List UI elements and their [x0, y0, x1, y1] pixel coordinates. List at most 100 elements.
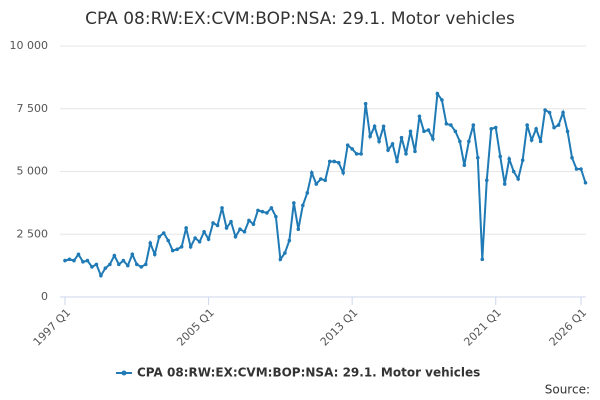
- data-point: [520, 158, 525, 163]
- x-tick-label: 2013 Q1: [318, 306, 361, 349]
- legend-label: CPA 08:RW:EX:CVM:BOP:NSA: 29.1. Motor ve…: [137, 366, 480, 380]
- data-point: [283, 251, 287, 255]
- data-point: [529, 138, 534, 142]
- data-point: [206, 237, 211, 242]
- data-point: [359, 152, 363, 156]
- x-tick-label: 2026 Q1: [547, 306, 590, 349]
- data-point: [363, 101, 368, 106]
- data-point: [413, 149, 417, 154]
- data-point: [121, 258, 126, 263]
- data-point: [354, 152, 359, 156]
- data-point: [345, 143, 350, 147]
- data-point: [327, 159, 332, 164]
- data-point: [148, 241, 153, 245]
- legend-marker: [121, 370, 127, 376]
- data-point: [260, 209, 265, 214]
- data-point: [574, 167, 579, 171]
- data-point: [292, 201, 296, 205]
- data-point: [157, 234, 162, 239]
- x-tick-label: 1997 Q1: [31, 306, 74, 349]
- data-point: [471, 123, 476, 127]
- data-point: [399, 135, 404, 140]
- data-point: [534, 127, 538, 131]
- data-point: [435, 91, 440, 96]
- data-point: [309, 170, 314, 175]
- data-point: [103, 266, 108, 270]
- data-point: [305, 191, 310, 195]
- y-tick-label: 0: [41, 290, 48, 303]
- data-point: [211, 221, 215, 225]
- data-point: [552, 125, 556, 130]
- data-point: [579, 167, 583, 171]
- data-point: [341, 170, 345, 175]
- data-point: [336, 160, 341, 165]
- y-tick-label: 7 500: [17, 102, 49, 115]
- data-point: [498, 154, 503, 159]
- data-point: [72, 258, 76, 263]
- data-point: [323, 178, 328, 183]
- data-point: [350, 147, 354, 151]
- data-point: [538, 139, 543, 144]
- data-point: [318, 177, 323, 181]
- data-point: [179, 245, 184, 249]
- data-point: [453, 129, 458, 134]
- y-tick-label: 2 500: [17, 227, 49, 240]
- y-tick-label: 5 000: [17, 165, 49, 178]
- data-point: [99, 273, 103, 278]
- data-point: [251, 222, 256, 227]
- data-point: [507, 157, 512, 161]
- data-point: [525, 123, 529, 127]
- data-point: [134, 262, 139, 267]
- data-point: [543, 108, 547, 112]
- data-point: [484, 178, 489, 183]
- data-point: [516, 177, 520, 181]
- data-point: [390, 142, 395, 146]
- series-line: [64, 90, 587, 278]
- data-point: [170, 248, 175, 253]
- data-point: [233, 234, 238, 239]
- data-point: [175, 247, 179, 252]
- data-point: [265, 211, 269, 215]
- data-point: [431, 137, 435, 141]
- data-point: [426, 128, 431, 132]
- data-point: [85, 258, 90, 263]
- data-point: [76, 252, 81, 257]
- data-point: [489, 127, 494, 131]
- data-point: [444, 122, 449, 126]
- data-point: [449, 123, 453, 127]
- data-point: [166, 238, 170, 243]
- data-point: [493, 125, 498, 130]
- data-point: [139, 265, 144, 269]
- data-point: [202, 229, 206, 234]
- data-point: [314, 182, 319, 186]
- data-point: [117, 262, 121, 267]
- data-point: [296, 227, 301, 232]
- data-point: [511, 169, 516, 174]
- data-point: [184, 226, 188, 230]
- data-point: [193, 236, 197, 240]
- data-point: [561, 110, 565, 115]
- data-point: [188, 245, 193, 249]
- data-point: [332, 159, 337, 164]
- data-point: [67, 257, 72, 262]
- data-point: [90, 265, 94, 269]
- data-point: [417, 114, 422, 119]
- data-point: [256, 208, 260, 213]
- data-point: [81, 260, 85, 264]
- data-point: [583, 180, 588, 185]
- data-point: [556, 123, 561, 127]
- x-tick-label: 2005 Q1: [174, 306, 217, 349]
- data-point: [467, 139, 471, 144]
- data-point: [130, 252, 135, 257]
- data-point: [126, 263, 130, 268]
- data-point: [377, 139, 381, 144]
- data-point: [224, 226, 229, 230]
- data-point: [372, 124, 377, 129]
- data-point: [458, 139, 462, 144]
- data-point: [152, 252, 157, 257]
- data-point: [112, 253, 117, 258]
- x-tick-label: 2021 Q1: [461, 306, 504, 349]
- y-tick-label: 10 000: [10, 39, 49, 52]
- data-point: [278, 257, 283, 262]
- data-point: [440, 98, 444, 102]
